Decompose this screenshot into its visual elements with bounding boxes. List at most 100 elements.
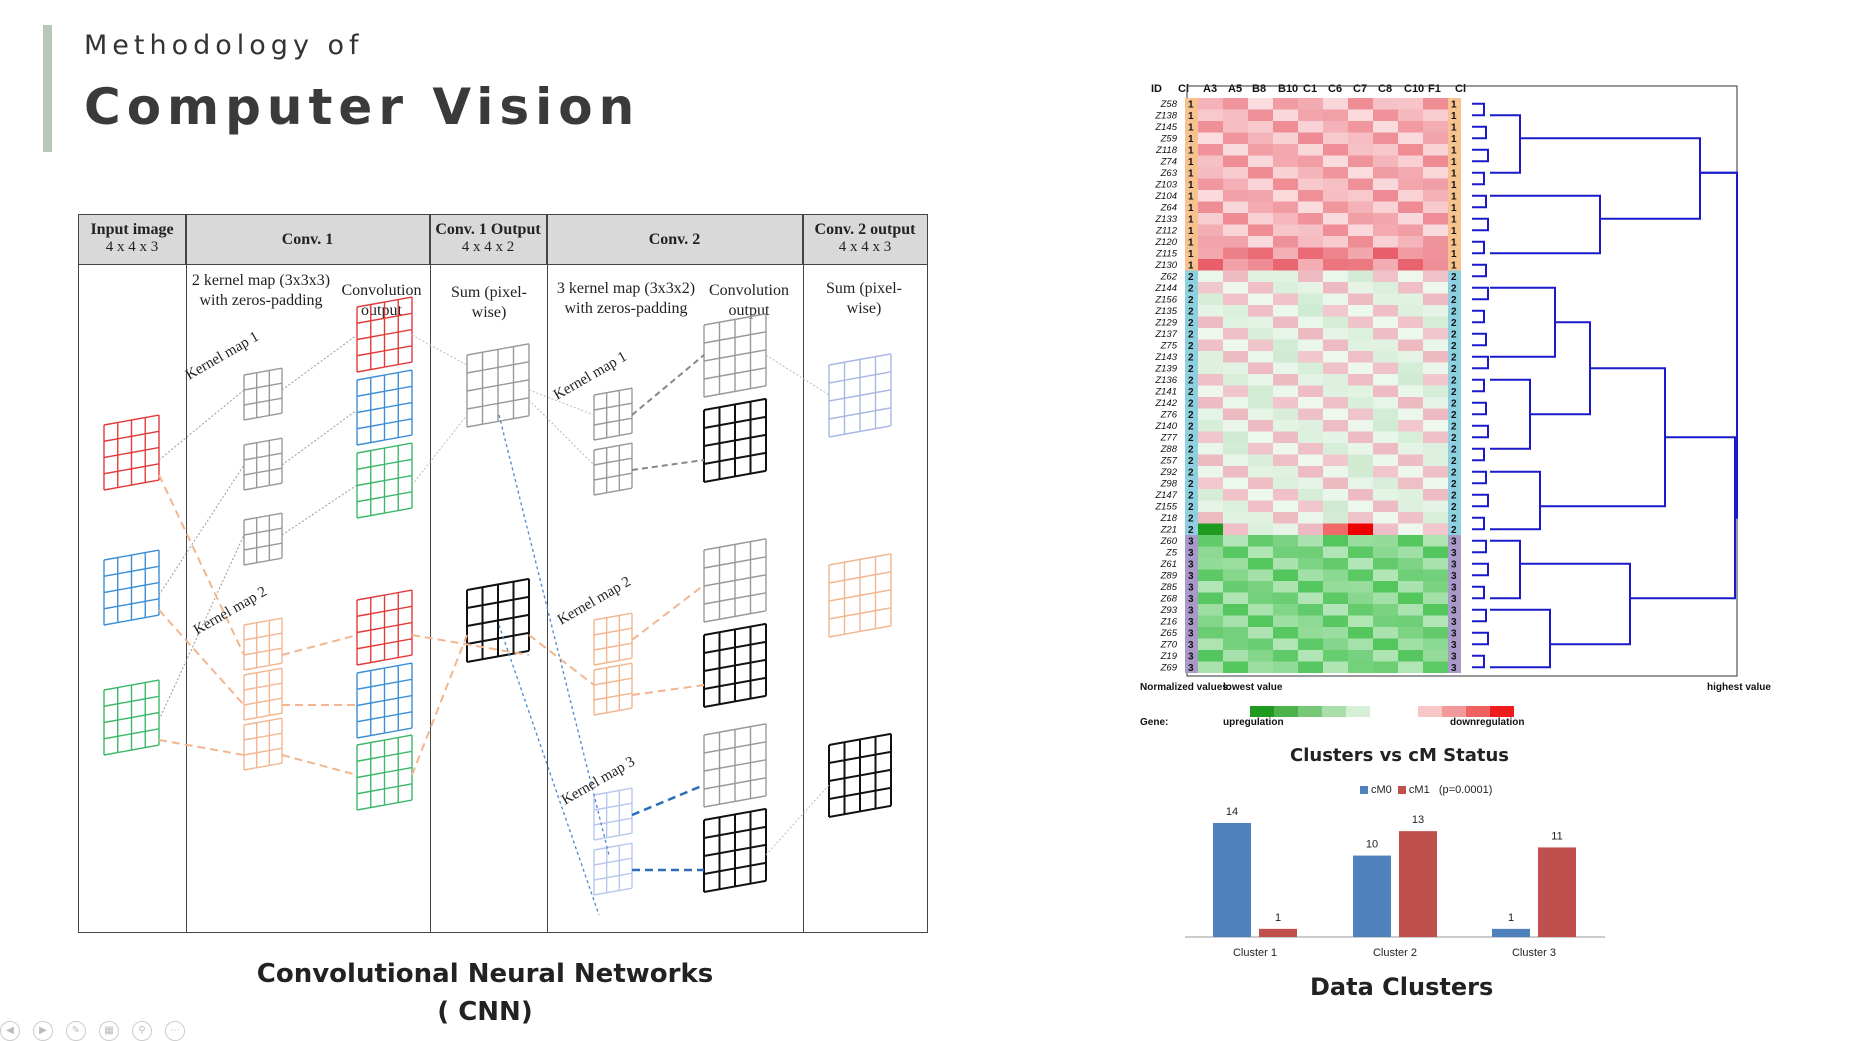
heat-cell (1423, 282, 1448, 294)
row-id: Z65 (1160, 628, 1178, 639)
heat-cell (1323, 213, 1348, 225)
cluster-label-right: 3 (1451, 548, 1457, 559)
cluster-label-left: 2 (1188, 376, 1194, 387)
cluster-cell-right (1448, 132, 1461, 144)
heat-cell (1423, 259, 1448, 271)
heat-cell (1373, 236, 1398, 248)
heat-cell (1398, 466, 1423, 478)
heat-cell (1348, 132, 1373, 144)
heat-cell (1298, 397, 1323, 409)
heat-cell (1323, 259, 1348, 271)
heat-cell (1198, 443, 1223, 455)
heat-cell (1248, 397, 1273, 409)
cluster-label-left: 3 (1188, 652, 1194, 663)
heat-cell (1323, 155, 1348, 167)
heat-cell (1273, 259, 1298, 271)
cluster-cell-right (1448, 282, 1461, 294)
row-id: Z16 (1160, 617, 1178, 628)
heat-cell (1273, 385, 1298, 397)
cluster-label-right: 3 (1451, 629, 1457, 640)
heat-cell (1198, 638, 1223, 650)
dendro-leaf-pair (1472, 470, 1487, 485)
zoom-icon[interactable]: ⚲ (132, 1021, 152, 1041)
heat-cell (1248, 523, 1273, 535)
heat-cell (1298, 385, 1323, 397)
cnn-caption: Convolutional Neural Networks ( CNN) (200, 955, 770, 1031)
heat-cell (1348, 316, 1373, 328)
dendro-c2c (1530, 321, 1591, 416)
heat-cell (1323, 500, 1348, 512)
heat-cell (1398, 247, 1423, 259)
heat-cell (1298, 535, 1323, 547)
cluster-cell-left (1185, 500, 1198, 512)
heat-cell (1223, 408, 1248, 420)
cluster-label-left: 1 (1188, 203, 1194, 214)
heat-cell (1323, 339, 1348, 351)
cluster-cell-left (1185, 98, 1198, 110)
heat-cell (1248, 316, 1273, 328)
kernel1-b (243, 437, 283, 491)
heat-cell (1273, 523, 1298, 535)
heat-cell (1398, 477, 1423, 489)
heat-cell (1298, 500, 1323, 512)
heat-cell (1223, 293, 1248, 305)
heat-cell (1198, 454, 1223, 466)
heat-cell (1373, 385, 1398, 397)
conv2-out-3-black (703, 807, 767, 893)
heat-cell (1423, 247, 1448, 259)
more-icon[interactable]: ⋯ (165, 1021, 185, 1041)
heat-cell (1348, 661, 1373, 673)
heat-cell (1198, 535, 1223, 547)
heat-cell (1423, 385, 1448, 397)
link (411, 334, 468, 366)
heat-cell (1223, 420, 1248, 432)
heat-cell (1398, 523, 1423, 535)
heat-cell (1373, 431, 1398, 443)
heat-cell (1273, 512, 1298, 524)
heat-cell (1223, 121, 1248, 133)
cluster-cell-right (1448, 109, 1461, 121)
cluster-cell-right (1448, 466, 1461, 478)
heat-cell (1298, 408, 1323, 420)
slides-icon[interactable]: ▦ (99, 1021, 119, 1041)
cluster-cell-right (1448, 351, 1461, 363)
chart-legend: cM0 cM1 (p=0.0001) (1360, 784, 1492, 796)
heat-cell (1323, 581, 1348, 593)
cluster-label-right: 1 (1451, 100, 1457, 111)
forward-icon[interactable]: ▶ (33, 1021, 53, 1041)
row-id: Z68 (1160, 594, 1178, 605)
heat-cell (1223, 132, 1248, 144)
heat-cell (1423, 500, 1448, 512)
conv2-out-1-black (703, 397, 767, 483)
heat-cell (1398, 282, 1423, 294)
heat-cell (1323, 385, 1348, 397)
pen-icon[interactable]: ✎ (66, 1021, 86, 1041)
cluster-cell-right (1448, 546, 1461, 558)
heat-cell (1298, 512, 1323, 524)
heat-cell (1323, 328, 1348, 340)
heat-cell (1273, 316, 1298, 328)
heat-cell (1373, 270, 1398, 282)
heat-cell (1323, 535, 1348, 547)
heat-cell (1198, 339, 1223, 351)
dendro-leaf-pair (1472, 493, 1489, 508)
heat-cell (1223, 535, 1248, 547)
cluster-cell-left (1185, 523, 1198, 535)
back-icon[interactable]: ◀ (0, 1021, 20, 1041)
link (631, 354, 705, 416)
dendrogram (1472, 102, 1738, 669)
heat-cell (1398, 535, 1423, 547)
row-id: Z104 (1154, 191, 1177, 202)
heat-cell (1198, 592, 1223, 604)
cluster-cell-right (1448, 328, 1461, 340)
k2-map2-b (593, 662, 633, 716)
link (281, 484, 358, 536)
heat-cell (1348, 500, 1373, 512)
column-title: Input image (90, 221, 174, 238)
link (765, 354, 830, 396)
cluster-label-right: 2 (1451, 341, 1457, 352)
cluster-cell-left (1185, 190, 1198, 202)
heat-cell (1423, 661, 1448, 673)
cluster-label-right: 2 (1451, 514, 1457, 525)
